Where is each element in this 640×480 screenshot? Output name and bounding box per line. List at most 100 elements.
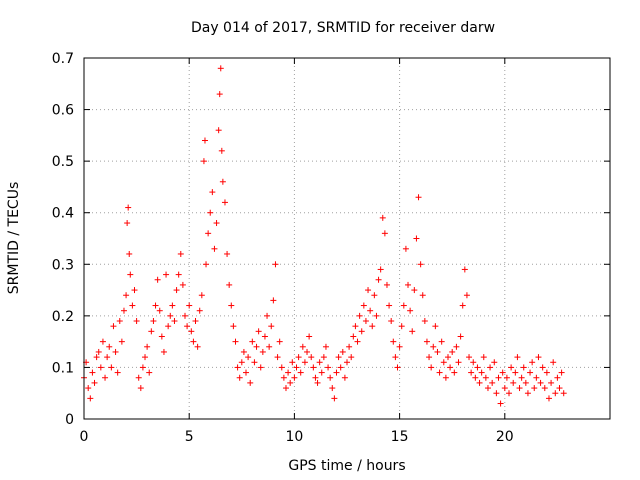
x-tick-label: 15 bbox=[391, 429, 409, 445]
data-point bbox=[274, 354, 281, 361]
data-point bbox=[535, 354, 542, 361]
data-point bbox=[102, 374, 109, 381]
data-point bbox=[320, 354, 327, 361]
data-point bbox=[293, 364, 300, 371]
data-point bbox=[234, 364, 241, 371]
data-point bbox=[520, 364, 527, 371]
data-point bbox=[112, 348, 119, 355]
data-point bbox=[207, 209, 214, 216]
data-point bbox=[480, 354, 487, 361]
y-tick-label: 0.5 bbox=[52, 154, 74, 170]
y-tick-label: 0 bbox=[65, 412, 74, 428]
data-point bbox=[259, 348, 266, 355]
data-point bbox=[474, 364, 481, 371]
data-point bbox=[152, 302, 159, 309]
data-point bbox=[108, 364, 115, 371]
data-point bbox=[240, 348, 247, 355]
data-point bbox=[356, 312, 363, 319]
data-point bbox=[217, 65, 224, 72]
data-point bbox=[89, 369, 96, 376]
data-point bbox=[377, 266, 384, 273]
data-point bbox=[253, 343, 260, 350]
data-point bbox=[348, 354, 355, 361]
y-tick-label: 0.1 bbox=[52, 360, 74, 376]
data-point bbox=[415, 194, 422, 201]
data-point bbox=[142, 354, 149, 361]
data-point bbox=[365, 287, 372, 294]
data-point bbox=[344, 359, 350, 366]
data-point bbox=[470, 359, 477, 366]
data-point bbox=[407, 307, 414, 314]
data-point bbox=[466, 354, 473, 361]
data-point bbox=[447, 364, 454, 371]
y-axis-label: SRMTID / TECUs bbox=[6, 182, 22, 295]
data-point bbox=[331, 395, 338, 402]
data-point bbox=[158, 333, 165, 340]
data-point bbox=[144, 343, 151, 350]
data-point bbox=[396, 343, 403, 350]
data-point bbox=[251, 359, 258, 366]
data-point bbox=[201, 137, 208, 144]
data-point bbox=[503, 374, 510, 381]
data-point bbox=[126, 250, 133, 257]
data-point bbox=[362, 318, 369, 325]
data-point bbox=[413, 235, 420, 242]
data-point bbox=[169, 302, 176, 309]
data-points bbox=[81, 65, 567, 407]
data-point bbox=[543, 369, 550, 376]
x-tick-label: 5 bbox=[185, 429, 194, 445]
data-point bbox=[428, 364, 435, 371]
data-point bbox=[537, 379, 544, 386]
data-point bbox=[177, 250, 184, 257]
data-point bbox=[524, 390, 531, 397]
data-point bbox=[125, 204, 132, 211]
data-point bbox=[243, 369, 250, 376]
data-point bbox=[93, 354, 100, 361]
data-point bbox=[554, 374, 561, 381]
data-point bbox=[167, 312, 174, 319]
data-point bbox=[339, 348, 346, 355]
data-point bbox=[148, 328, 155, 335]
data-point bbox=[116, 318, 123, 325]
data-point bbox=[501, 385, 508, 392]
data-point bbox=[285, 369, 292, 376]
data-point bbox=[270, 297, 277, 304]
data-point bbox=[226, 281, 233, 288]
data-point bbox=[421, 318, 428, 325]
data-point bbox=[398, 323, 405, 330]
data-point bbox=[405, 281, 412, 288]
data-point bbox=[211, 245, 218, 252]
data-point bbox=[295, 354, 302, 361]
data-point bbox=[255, 328, 262, 335]
data-point bbox=[495, 374, 502, 381]
data-point bbox=[468, 369, 475, 376]
data-point bbox=[367, 307, 374, 314]
y-tick-label: 0.2 bbox=[52, 309, 74, 325]
data-point bbox=[266, 343, 273, 350]
data-point bbox=[146, 369, 153, 376]
data-point bbox=[461, 266, 468, 273]
data-point bbox=[432, 323, 439, 330]
data-point bbox=[129, 302, 136, 309]
data-point bbox=[205, 230, 212, 237]
data-point bbox=[139, 364, 146, 371]
data-point bbox=[453, 343, 460, 350]
data-point bbox=[358, 328, 365, 335]
data-point bbox=[541, 385, 548, 392]
data-point bbox=[163, 271, 170, 278]
data-point bbox=[522, 379, 529, 386]
data-point bbox=[221, 199, 228, 206]
data-point bbox=[476, 379, 483, 386]
data-point bbox=[560, 390, 567, 397]
data-point bbox=[218, 147, 225, 154]
data-point bbox=[87, 395, 94, 402]
data-point bbox=[369, 323, 376, 330]
data-point bbox=[264, 312, 271, 319]
data-point bbox=[133, 318, 140, 325]
x-tick-label: 0 bbox=[80, 429, 89, 445]
data-point bbox=[209, 189, 216, 196]
data-point bbox=[459, 302, 466, 309]
data-point bbox=[417, 261, 424, 268]
data-point bbox=[335, 354, 342, 361]
data-point bbox=[499, 369, 506, 376]
